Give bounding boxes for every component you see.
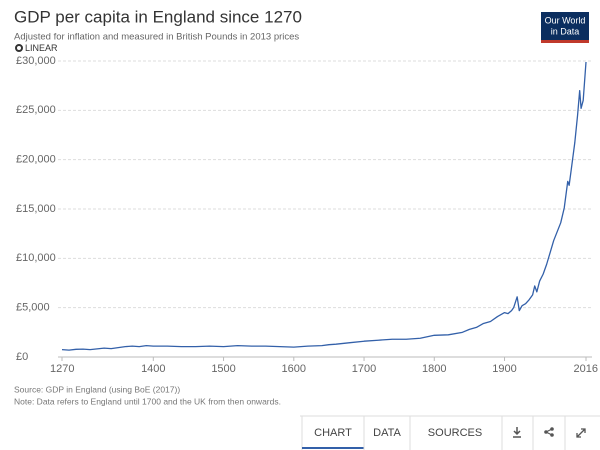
data-line <box>61 61 587 351</box>
share-dot <box>550 427 554 431</box>
logo-underline <box>541 40 589 43</box>
tab-bar: CHART DATA SOURCES <box>301 416 482 450</box>
subtitle: Adjusted for inflation and measured in B… <box>14 32 299 43</box>
download-button[interactable] <box>501 416 521 450</box>
y-tick-label: £0 <box>16 351 28 363</box>
scale-toggle[interactable]: LINEAR <box>15 43 58 53</box>
tab[interactable]: SOURCES <box>409 416 482 450</box>
chart-title: GDP per capita in England since 1270 <box>14 7 302 26</box>
logo-text: in Data <box>551 26 580 36</box>
x-tick-label: 1500 <box>211 363 235 375</box>
x-tick-label: 1800 <box>422 363 446 375</box>
y-tick-label: £30,000 <box>16 55 56 67</box>
y-tick-label: £15,000 <box>16 203 56 215</box>
y-tick-label: £20,000 <box>16 154 56 166</box>
download-icon <box>513 427 521 438</box>
gear-icon <box>15 44 23 52</box>
tab[interactable]: DATA <box>363 416 402 450</box>
x-tick-label: 1270 <box>50 363 74 375</box>
x-tick-label: 1600 <box>282 363 306 375</box>
share-dot <box>544 430 548 434</box>
source: Source: GDP in England (using BoE (2017)… <box>14 384 180 394</box>
x-tick-label: 2016 <box>574 363 598 375</box>
x-tick-label: 1700 <box>352 363 376 375</box>
note: Note: Data refers to England until 1700 … <box>14 396 281 406</box>
logo[interactable]: Our World in Data <box>541 12 589 43</box>
tab-label: CHART <box>314 427 352 439</box>
tab-label: DATA <box>373 427 401 439</box>
x-tick-label: 1900 <box>492 363 516 375</box>
logo-text: Our World <box>545 15 586 25</box>
plot-area: £0 £5,000 £10,000 £15,000 £20,000 £25,000 £30,… <box>16 55 598 375</box>
y-tick-label: £5,000 <box>16 302 50 314</box>
scale-label: LINEAR <box>25 43 58 53</box>
tab-label: SOURCES <box>428 427 482 439</box>
expand-icon <box>576 428 586 438</box>
share-button[interactable] <box>532 416 554 450</box>
fullscreen-button[interactable] <box>564 416 586 450</box>
share-dot <box>550 433 554 437</box>
y-tick-label: £10,000 <box>16 252 56 264</box>
logo-box <box>541 12 589 42</box>
tab[interactable]: CHART <box>301 416 364 450</box>
x-tick-label: 1400 <box>141 363 165 375</box>
y-tick-label: £25,000 <box>16 104 56 116</box>
